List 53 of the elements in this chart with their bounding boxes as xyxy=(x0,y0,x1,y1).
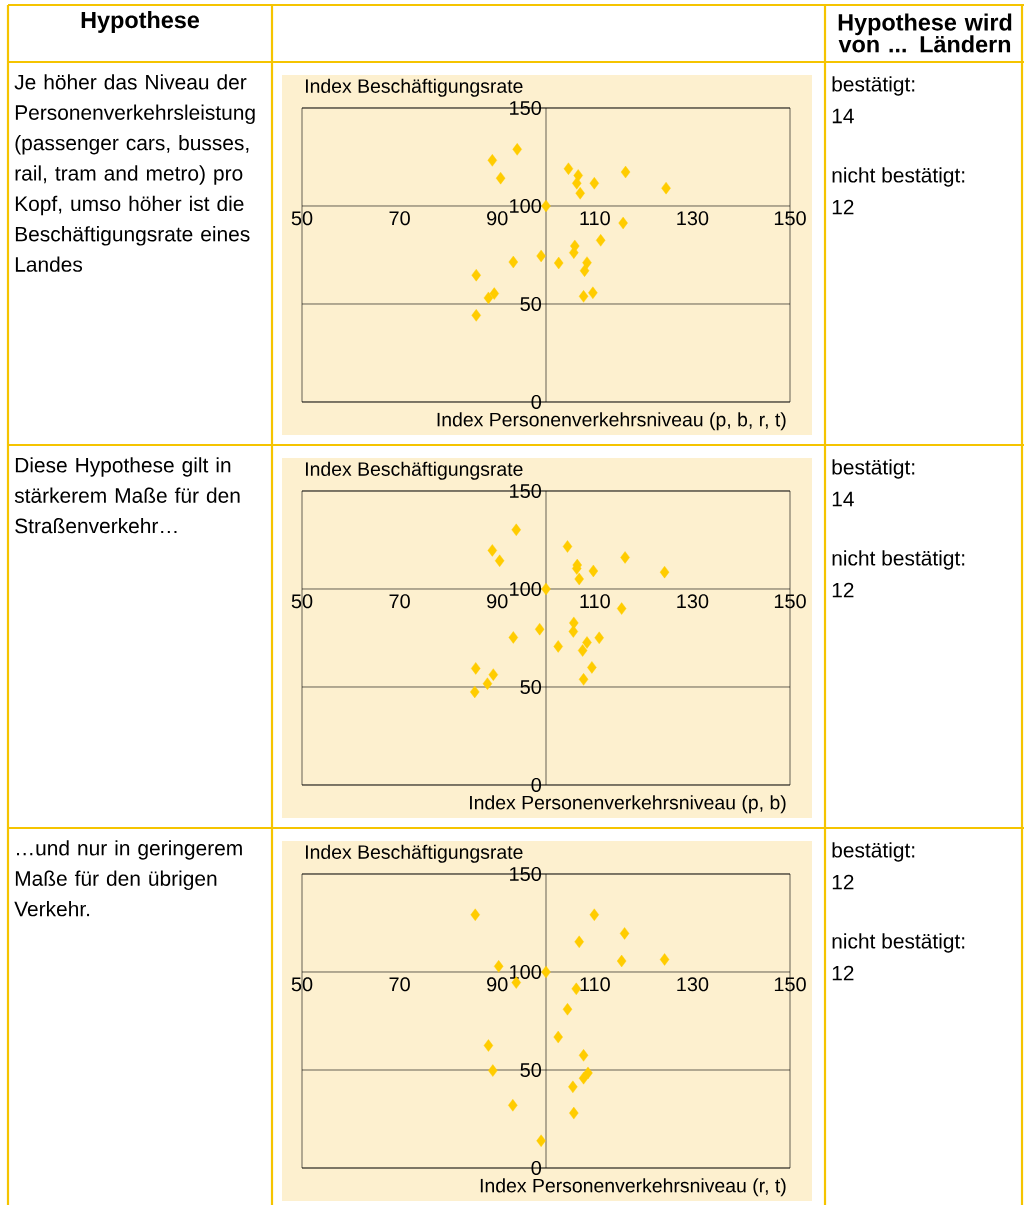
text: 14 xyxy=(832,108,854,124)
y-tick-label: 0 xyxy=(531,394,542,410)
x-tick-label: 110 xyxy=(580,211,610,226)
x-tick-label: 150 xyxy=(774,594,806,609)
text: nicht bestätigt: xyxy=(832,933,965,953)
y-axis-title: Index Beschäftigungsrate xyxy=(306,78,523,97)
x-tick-label: 70 xyxy=(389,594,410,609)
text: Je höher das Niveau der Personenverkehrsleistung (passenger cars, busses, rail, tram and metro) pro Kopf, umso höher ist die Beschäftigungsrate eines Landes xyxy=(14,74,255,272)
y-tick-label: 100 xyxy=(510,964,542,980)
x-tick-label: 90 xyxy=(487,594,508,609)
x-axis-title: Index Personenverkehrsniveau (r, t) xyxy=(480,1178,786,1197)
y-tick-label: 0 xyxy=(531,1160,542,1176)
y-tick-label: 50 xyxy=(520,296,542,312)
text: Diese Hypothese gilt in stärkerem Maße für den Straßenverkehr… xyxy=(14,457,240,534)
x-tick-label: 130 xyxy=(677,594,709,609)
text: bestätigt: xyxy=(832,76,915,96)
y-axis-title: Index Beschäftigungsrate xyxy=(306,461,523,480)
text: 14 xyxy=(832,491,854,507)
text: Hypothese wird von ... Ländern xyxy=(838,13,1012,53)
y-tick-label: 0 xyxy=(531,777,542,793)
text: nicht bestätigt: xyxy=(832,167,965,187)
text: bestätigt: xyxy=(832,459,915,479)
y-tick-label: 150 xyxy=(510,100,542,116)
text: 12 xyxy=(832,965,854,981)
text: bestätigt: xyxy=(832,842,915,862)
x-axis-title: Index Personenverkehrsniveau (p, b) xyxy=(470,795,786,814)
y-tick-label: 50 xyxy=(520,679,542,695)
x-tick-label: 50 xyxy=(291,977,313,992)
text: 12 xyxy=(832,874,854,890)
text: …und nur in geringerem Maße für den übrigen Verkehr. xyxy=(14,840,242,917)
x-tick-label: 90 xyxy=(487,977,508,992)
y-tick-label: 50 xyxy=(520,1062,542,1078)
y-tick-label: 150 xyxy=(510,483,542,499)
x-tick-label: 110 xyxy=(580,594,610,609)
x-tick-label: 130 xyxy=(677,211,709,226)
x-tick-label: 70 xyxy=(389,977,410,992)
x-tick-label: 110 xyxy=(580,977,610,992)
x-tick-label: 70 xyxy=(389,211,410,226)
text: 12 xyxy=(832,199,854,215)
x-tick-label: 90 xyxy=(487,211,508,226)
text: 12 xyxy=(832,582,854,598)
text: nicht bestätigt: xyxy=(832,550,965,570)
y-tick-label: 100 xyxy=(510,581,542,597)
x-axis-title: Index Personenverkehrsniveau (p, b, r, t) xyxy=(437,412,786,431)
text: Hypothese xyxy=(81,11,200,33)
y-tick-label: 100 xyxy=(510,198,542,214)
x-tick-label: 150 xyxy=(774,211,806,226)
y-tick-label: 150 xyxy=(510,866,542,882)
x-tick-label: 150 xyxy=(774,977,806,992)
x-tick-label: 130 xyxy=(677,977,709,992)
y-axis-title: Index Beschäftigungsrate xyxy=(306,844,523,863)
x-tick-label: 50 xyxy=(291,211,313,226)
x-tick-label: 50 xyxy=(291,594,313,609)
